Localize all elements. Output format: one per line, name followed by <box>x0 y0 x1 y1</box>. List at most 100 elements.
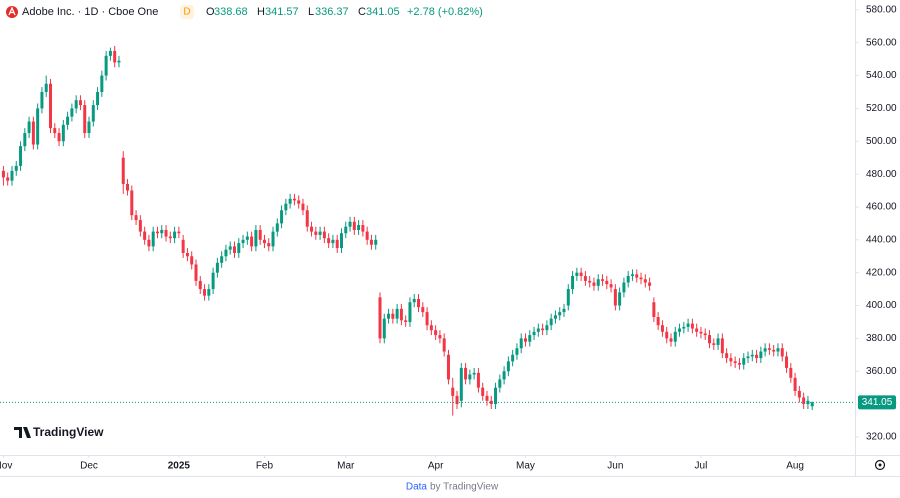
settings-icon[interactable] <box>874 459 886 471</box>
candle-body <box>134 215 138 221</box>
y-tick-label: 400.00 <box>866 300 897 311</box>
y-tick-label: 580.00 <box>866 4 897 15</box>
candle-body <box>352 221 356 230</box>
candle-body <box>96 91 100 106</box>
candle-body <box>369 239 373 245</box>
candle-body <box>138 220 142 232</box>
candle-body <box>725 353 729 359</box>
ohlc-value: 341.57 <box>265 6 299 18</box>
x-tick-label: Mar <box>337 461 355 472</box>
candle-body <box>126 183 130 191</box>
candle-body <box>44 83 48 92</box>
candle-body <box>14 165 18 171</box>
candle-body <box>177 231 181 234</box>
settings-button[interactable] <box>874 459 886 471</box>
candle-body <box>348 221 352 227</box>
branding: TradingView <box>8 421 104 443</box>
candle-body <box>566 289 570 306</box>
footer-source[interactable]: Data <box>406 482 428 493</box>
candle-body <box>267 243 271 247</box>
x-tick-label: 2025 <box>168 461 191 472</box>
candle-body <box>173 231 177 239</box>
candle-body <box>755 354 759 359</box>
candle-body <box>515 348 519 355</box>
candle-body <box>596 279 600 286</box>
candle-body <box>40 91 44 109</box>
candle-body <box>215 262 219 273</box>
x-tick-label: Jul <box>695 461 708 472</box>
candle-body <box>498 379 502 388</box>
candle-body <box>519 338 523 349</box>
candle-body <box>365 231 369 240</box>
y-tick-label: 380.00 <box>866 333 897 344</box>
candle-body <box>61 124 65 142</box>
candle-body <box>575 272 579 276</box>
candle-body <box>669 338 673 342</box>
candle-body <box>656 317 660 326</box>
candle-body <box>288 198 292 204</box>
candle-body <box>810 402 814 407</box>
candle-body <box>438 335 442 339</box>
branding-box <box>8 421 102 443</box>
candle-body <box>442 338 446 352</box>
candle-body <box>682 326 686 329</box>
candle-body <box>83 105 87 134</box>
candle-body <box>57 133 61 142</box>
candle-body <box>327 238 331 244</box>
y-tick-label: 520.00 <box>866 103 897 114</box>
x-tick-label: Aug <box>786 461 804 472</box>
ohlc-value: 338.68 <box>214 6 248 18</box>
candle-body <box>485 395 489 401</box>
candle-body <box>357 225 361 230</box>
candle-body <box>506 361 510 372</box>
candle-body <box>643 279 647 283</box>
x-tick-label: Feb <box>256 461 274 472</box>
candle-body <box>241 239 245 244</box>
candle-body <box>767 348 771 350</box>
branding-text: TradingView <box>33 425 104 439</box>
candle-body <box>446 354 450 380</box>
candle-body <box>425 312 429 326</box>
symbol-title: Adobe Inc. · 1D · Cboe One <box>22 6 158 18</box>
candle-body <box>70 108 74 117</box>
y-tick-label: 540.00 <box>866 70 897 81</box>
candle-body <box>203 289 207 296</box>
candle-body <box>104 55 108 76</box>
ohlc-label: L <box>308 6 314 18</box>
candle-body <box>703 333 707 336</box>
candle-body <box>759 351 763 359</box>
change: +2.78 (+0.82%) <box>407 6 483 18</box>
candle-body <box>742 358 746 365</box>
candle-body <box>481 387 485 396</box>
candle-body <box>652 302 656 318</box>
candle-body <box>224 249 228 257</box>
candle-body <box>720 338 724 354</box>
candle-body <box>10 170 14 181</box>
y-tick-label: 420.00 <box>866 267 897 278</box>
candle-body <box>275 223 279 232</box>
candle-body <box>91 105 95 122</box>
candle-body <box>695 328 699 332</box>
candle-body <box>601 279 605 281</box>
candle-body <box>53 128 57 134</box>
candle-body <box>545 325 549 331</box>
candle-body <box>335 239 339 249</box>
candle-body <box>605 280 609 285</box>
x-tick-label: Jun <box>607 461 623 472</box>
candle-body <box>708 335 712 344</box>
settings-icon-dot[interactable] <box>878 463 882 467</box>
candle-body <box>220 256 224 263</box>
candle-body <box>233 246 237 253</box>
candle-body <box>19 146 23 166</box>
candle-body <box>108 50 112 56</box>
candle-body <box>6 177 10 181</box>
candle-body <box>48 83 52 129</box>
candle-body <box>314 231 318 235</box>
candle-body <box>382 318 386 339</box>
candle-body <box>194 264 198 281</box>
candle-body <box>190 256 194 265</box>
candle-body <box>421 307 425 313</box>
candle-body <box>553 315 557 319</box>
candle-body <box>459 367 463 401</box>
candle-body <box>583 275 587 281</box>
